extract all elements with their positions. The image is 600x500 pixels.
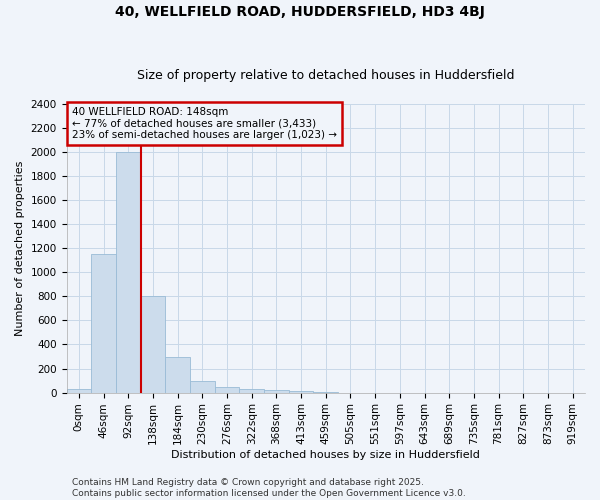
- Text: 40 WELLFIELD ROAD: 148sqm
← 77% of detached houses are smaller (3,433)
23% of se: 40 WELLFIELD ROAD: 148sqm ← 77% of detac…: [72, 107, 337, 140]
- Text: 40, WELLFIELD ROAD, HUDDERSFIELD, HD3 4BJ: 40, WELLFIELD ROAD, HUDDERSFIELD, HD3 4B…: [115, 5, 485, 19]
- Bar: [264, 390, 289, 392]
- Bar: [91, 254, 116, 392]
- Bar: [215, 387, 239, 392]
- Bar: [140, 296, 165, 392]
- X-axis label: Distribution of detached houses by size in Huddersfield: Distribution of detached houses by size …: [172, 450, 480, 460]
- Text: Contains HM Land Registry data © Crown copyright and database right 2025.
Contai: Contains HM Land Registry data © Crown c…: [72, 478, 466, 498]
- Bar: [67, 389, 91, 392]
- Bar: [165, 356, 190, 392]
- Bar: [190, 380, 215, 392]
- Title: Size of property relative to detached houses in Huddersfield: Size of property relative to detached ho…: [137, 69, 515, 82]
- Y-axis label: Number of detached properties: Number of detached properties: [15, 160, 25, 336]
- Bar: [239, 389, 264, 392]
- Bar: [116, 152, 140, 392]
